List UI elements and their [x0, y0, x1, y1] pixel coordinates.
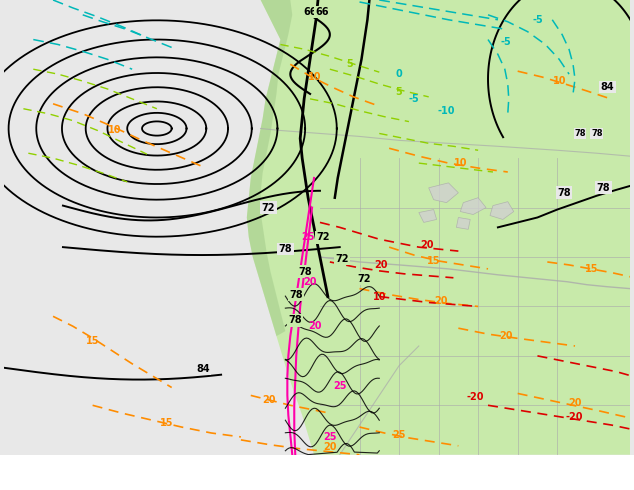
Text: 5: 5 [346, 59, 353, 69]
Text: 10: 10 [108, 125, 121, 135]
Text: 0: 0 [396, 69, 403, 79]
Text: 84: 84 [197, 364, 210, 374]
Text: 20: 20 [308, 321, 322, 331]
Polygon shape [419, 210, 437, 222]
Text: 78: 78 [288, 315, 302, 325]
Text: 15: 15 [585, 264, 598, 274]
Text: 25: 25 [323, 432, 337, 442]
Text: 10: 10 [373, 292, 386, 301]
Text: 25: 25 [301, 232, 315, 242]
Polygon shape [456, 218, 470, 229]
Text: 72: 72 [262, 202, 275, 213]
Text: 78: 78 [299, 267, 312, 277]
Text: -10: -10 [437, 106, 455, 116]
Text: 20: 20 [303, 277, 317, 287]
Text: Tu 04-06-2024 06:00 UTC (12+162): Tu 04-06-2024 06:00 UTC (12+162) [411, 460, 628, 469]
Text: 78: 78 [591, 129, 602, 138]
Text: 25: 25 [333, 381, 347, 391]
Text: 20: 20 [420, 240, 434, 250]
Text: 20: 20 [375, 260, 388, 270]
Text: 15: 15 [427, 256, 441, 266]
Text: 72: 72 [316, 232, 330, 242]
Text: 78: 78 [557, 188, 571, 198]
Text: 25: 25 [392, 430, 406, 440]
Polygon shape [429, 183, 458, 203]
Text: 78: 78 [278, 244, 292, 254]
Text: -5: -5 [500, 37, 511, 47]
Text: -20: -20 [566, 412, 583, 422]
Text: 66: 66 [303, 7, 317, 17]
Text: 84: 84 [601, 82, 614, 92]
Text: 10: 10 [308, 72, 322, 82]
Text: 72: 72 [335, 254, 349, 264]
Text: 20: 20 [434, 296, 448, 307]
Text: 20: 20 [262, 395, 275, 405]
Polygon shape [460, 197, 486, 215]
Text: 10: 10 [453, 158, 467, 168]
Polygon shape [261, 0, 630, 48]
Text: 78: 78 [290, 290, 303, 299]
Text: 78: 78 [574, 129, 586, 138]
Text: Height/Temp. 925 hPa [gdpm] ECMWF: Height/Temp. 925 hPa [gdpm] ECMWF [6, 462, 229, 472]
Text: 20: 20 [568, 398, 582, 408]
Text: 78: 78 [597, 183, 611, 193]
Text: 5: 5 [396, 87, 403, 97]
Text: © weatheronline.co.uk: © weatheronline.co.uk [486, 476, 628, 486]
Text: 72: 72 [358, 274, 371, 284]
Text: -5: -5 [408, 94, 419, 104]
Text: -20: -20 [467, 392, 484, 402]
Text: 15: 15 [86, 336, 100, 346]
Polygon shape [247, 0, 630, 455]
Text: 15: 15 [160, 418, 174, 428]
Text: -5: -5 [532, 15, 543, 25]
Text: 20: 20 [499, 331, 512, 341]
Text: 66: 66 [315, 7, 328, 17]
Text: 10: 10 [552, 76, 566, 86]
Text: 20: 20 [323, 442, 337, 452]
Polygon shape [247, 0, 292, 336]
Polygon shape [490, 202, 514, 220]
